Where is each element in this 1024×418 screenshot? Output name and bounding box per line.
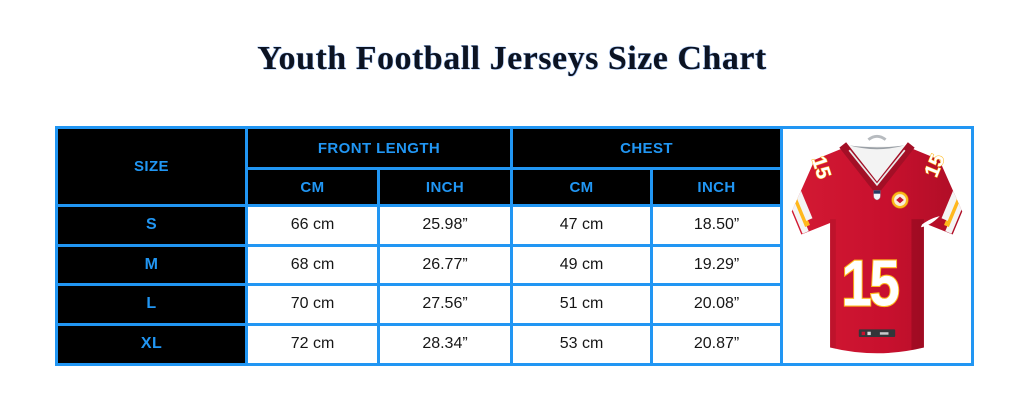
- back-collar: [849, 145, 905, 150]
- table-row-l: L 70 cm 27.56” 51 cm 20.08”: [55, 282, 973, 326]
- neck-opening: [847, 146, 907, 187]
- header-front-inch: INCH: [376, 167, 514, 207]
- size-chart-table: SIZE FRONT LENGTH CHEST: [55, 125, 975, 367]
- collar-piping: [848, 149, 906, 187]
- size-cell: S: [55, 203, 248, 247]
- header-front-length: FRONT LENGTH: [244, 125, 514, 171]
- collar-band: [839, 142, 915, 196]
- table-header-row-2: CM INCH CM INCH: [57, 167, 973, 207]
- front-inch-cell: 27.56”: [376, 282, 514, 326]
- header-front-cm: CM: [245, 167, 380, 207]
- table-row-s: S 66 cm 25.98” 47 cm 18.50”: [55, 203, 973, 247]
- chest-inch-cell: 19.29”: [650, 243, 784, 286]
- front-cm-cell: 70 cm: [245, 282, 380, 326]
- front-inch-cell: 26.77”: [376, 243, 514, 286]
- hanger-loop-icon: [867, 134, 887, 141]
- chest-cm-cell: 53 cm: [510, 322, 654, 367]
- size-cell: M: [55, 243, 248, 286]
- header-chest-inch: INCH: [650, 167, 784, 207]
- chest-cm-cell: 49 cm: [510, 243, 654, 286]
- jersey-number-chest: 15: [840, 246, 902, 321]
- team-patch-icon: [891, 191, 909, 209]
- page-title: Youth Football Jerseys Size Chart: [257, 40, 767, 77]
- front-cm-cell: 72 cm: [245, 322, 380, 367]
- table-header-row-1: SIZE FRONT LENGTH CHEST: [55, 125, 975, 366]
- table-row-xl: XL 72 cm 28.34” 53 cm 20.87”: [55, 322, 973, 367]
- size-cell: L: [55, 282, 248, 326]
- front-inch-cell: 25.98”: [376, 203, 514, 247]
- jersey-shading: [830, 219, 924, 352]
- chest-inch-cell: 18.50”: [650, 203, 784, 247]
- jersey-illustration: 15 15 15: [791, 134, 963, 354]
- jersey-image: 15 15 15: [780, 126, 975, 366]
- chest-inch-cell: 20.87”: [650, 322, 784, 367]
- size-cell: XL: [55, 322, 248, 367]
- chest-inch-cell: 20.08”: [650, 282, 784, 326]
- svg-text:15: 15: [841, 247, 898, 320]
- header-size: SIZE: [55, 126, 248, 207]
- swoosh-logo-icon: [920, 216, 940, 228]
- jersey-body: [791, 146, 963, 354]
- front-inch-cell: 28.34”: [376, 322, 514, 367]
- nfl-shield-icon: [873, 190, 881, 201]
- front-cm-cell: 68 cm: [245, 243, 380, 286]
- header-chest-cm: CM: [510, 167, 654, 207]
- chest-cm-cell: 51 cm: [510, 282, 654, 326]
- chest-cm-cell: 47 cm: [510, 203, 654, 247]
- jock-tag: [858, 329, 896, 337]
- front-cm-cell: 66 cm: [245, 203, 380, 247]
- table-row-m: M 68 cm 26.77” 49 cm 19.29”: [55, 243, 973, 286]
- header-chest: CHEST: [510, 125, 784, 171]
